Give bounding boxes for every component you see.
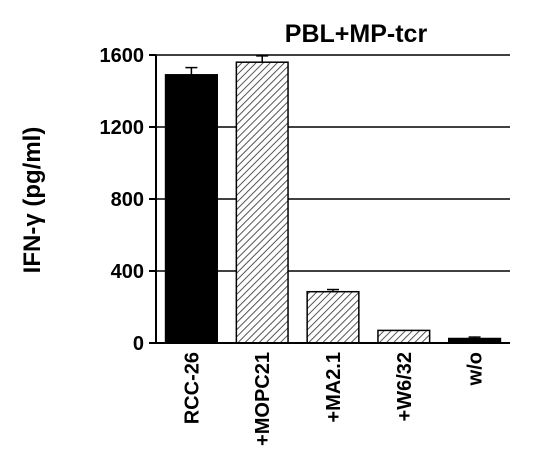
y-tick-label: 400 [111,261,144,283]
y-axis-ticks: 0 400 800 1200 1600 [100,45,156,355]
bars [164,55,502,344]
x-tick-label: RCC-26 [181,352,203,424]
x-tick-label: w/o [465,352,487,386]
x-tick-label: +MOPC21 [252,352,274,446]
y-tick-label: 800 [111,189,144,211]
x-axis-labels: RCC-26 +MOPC21 +MA2.1 +W6/32 w/o [181,352,486,446]
bar [306,290,360,344]
chart-title: PBL+MP-tcr [285,20,428,48]
y-tick-label: 0 [133,333,144,355]
bar [164,74,218,344]
x-tick-label: +MA2.1 [323,352,345,423]
x-tick-label: +W6/32 [394,352,416,421]
y-tick-label: 1200 [100,117,145,139]
y-axis-label: IFN-γ (pg/ml) [19,127,46,274]
bar [235,61,289,344]
bar [377,329,431,344]
y-tick-label: 1600 [100,45,145,67]
